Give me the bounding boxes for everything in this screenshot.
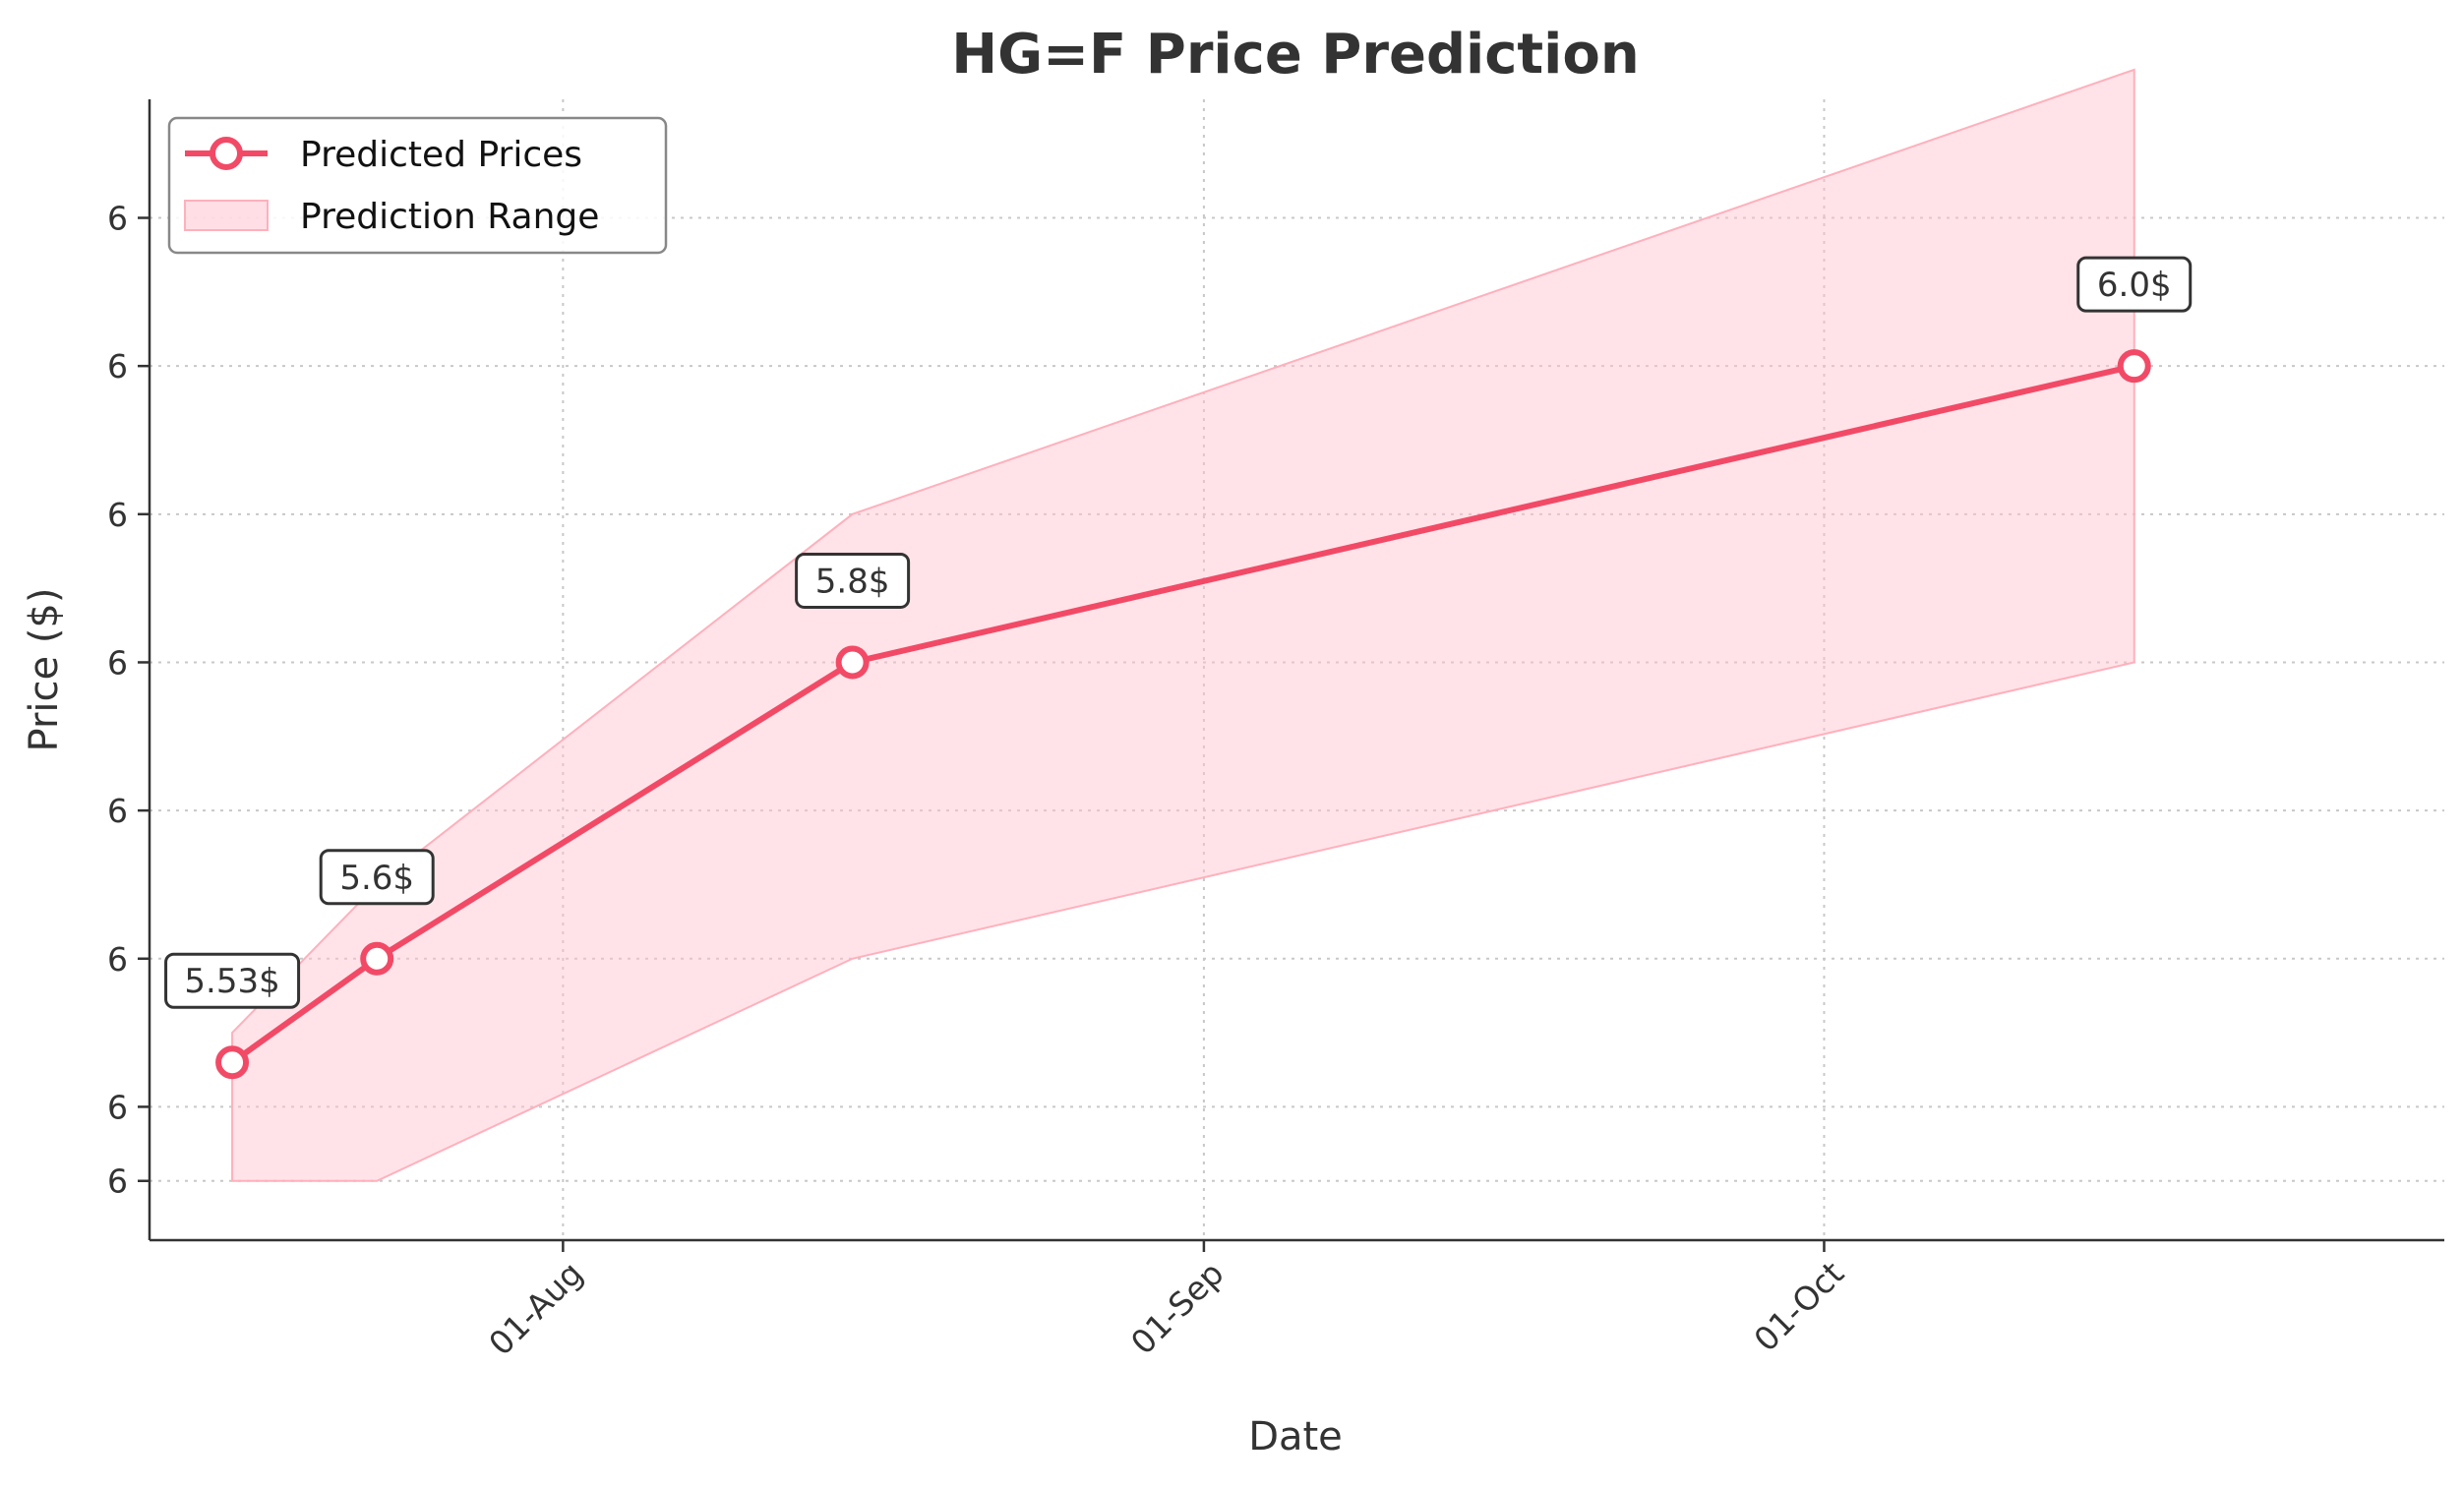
x-axis-label: Date bbox=[1248, 1414, 1343, 1459]
chart-title: HG=F Price Prediction bbox=[951, 23, 1639, 87]
legend-marker-swatch bbox=[210, 137, 243, 170]
annotation-box bbox=[319, 849, 435, 906]
y-tick-label: 6 bbox=[107, 792, 128, 830]
y-tick-label: 6 bbox=[107, 496, 128, 534]
predicted-prices-series bbox=[215, 349, 2151, 1080]
axes bbox=[148, 99, 2444, 1242]
prediction-range-area bbox=[231, 68, 2135, 1182]
y-tick-label: 6 bbox=[107, 347, 128, 386]
predicted-prices-line bbox=[230, 363, 2135, 1065]
data-point bbox=[215, 1045, 250, 1080]
annotation-box bbox=[2076, 256, 2193, 313]
y-axis-label: Price ($) bbox=[22, 588, 67, 752]
legend-frame bbox=[167, 116, 668, 255]
annotation-box bbox=[164, 952, 301, 1009]
data-annotations: 5.53$ 5.6$ 5.8$ 6.0$ bbox=[164, 256, 2193, 1009]
data-point bbox=[360, 941, 394, 976]
data-point bbox=[835, 645, 870, 680]
y-tick-label: 6 bbox=[107, 200, 128, 238]
data-point bbox=[2117, 349, 2151, 384]
legend-label-predicted: Predicted Prices bbox=[300, 135, 582, 175]
y-tick-label: 6 bbox=[107, 643, 128, 682]
annotation-label: 5.53$ bbox=[184, 962, 279, 1001]
legend-label-range: Prediction Range bbox=[300, 197, 599, 237]
annotation-label: 5.6$ bbox=[339, 859, 414, 898]
y-tick-label: 6 bbox=[107, 1088, 128, 1126]
y-ticks: 6 6 6 6 6 6 6 6 bbox=[107, 200, 150, 1201]
annotation-box bbox=[795, 552, 911, 609]
prediction-range-band bbox=[231, 68, 2135, 1182]
annotation-label: 5.8$ bbox=[815, 562, 890, 601]
legend: Predicted Prices Prediction Range bbox=[167, 116, 668, 255]
y-tick-label: 6 bbox=[107, 940, 128, 979]
legend-band-swatch bbox=[184, 200, 269, 231]
annotation-label: 6.0$ bbox=[2097, 266, 2172, 305]
grid-lines bbox=[150, 99, 2444, 1240]
y-tick-label: 6 bbox=[107, 1162, 128, 1201]
